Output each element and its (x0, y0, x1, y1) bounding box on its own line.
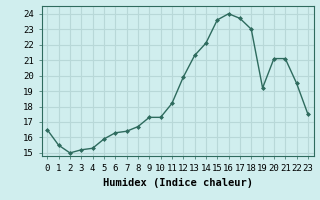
X-axis label: Humidex (Indice chaleur): Humidex (Indice chaleur) (103, 178, 252, 188)
